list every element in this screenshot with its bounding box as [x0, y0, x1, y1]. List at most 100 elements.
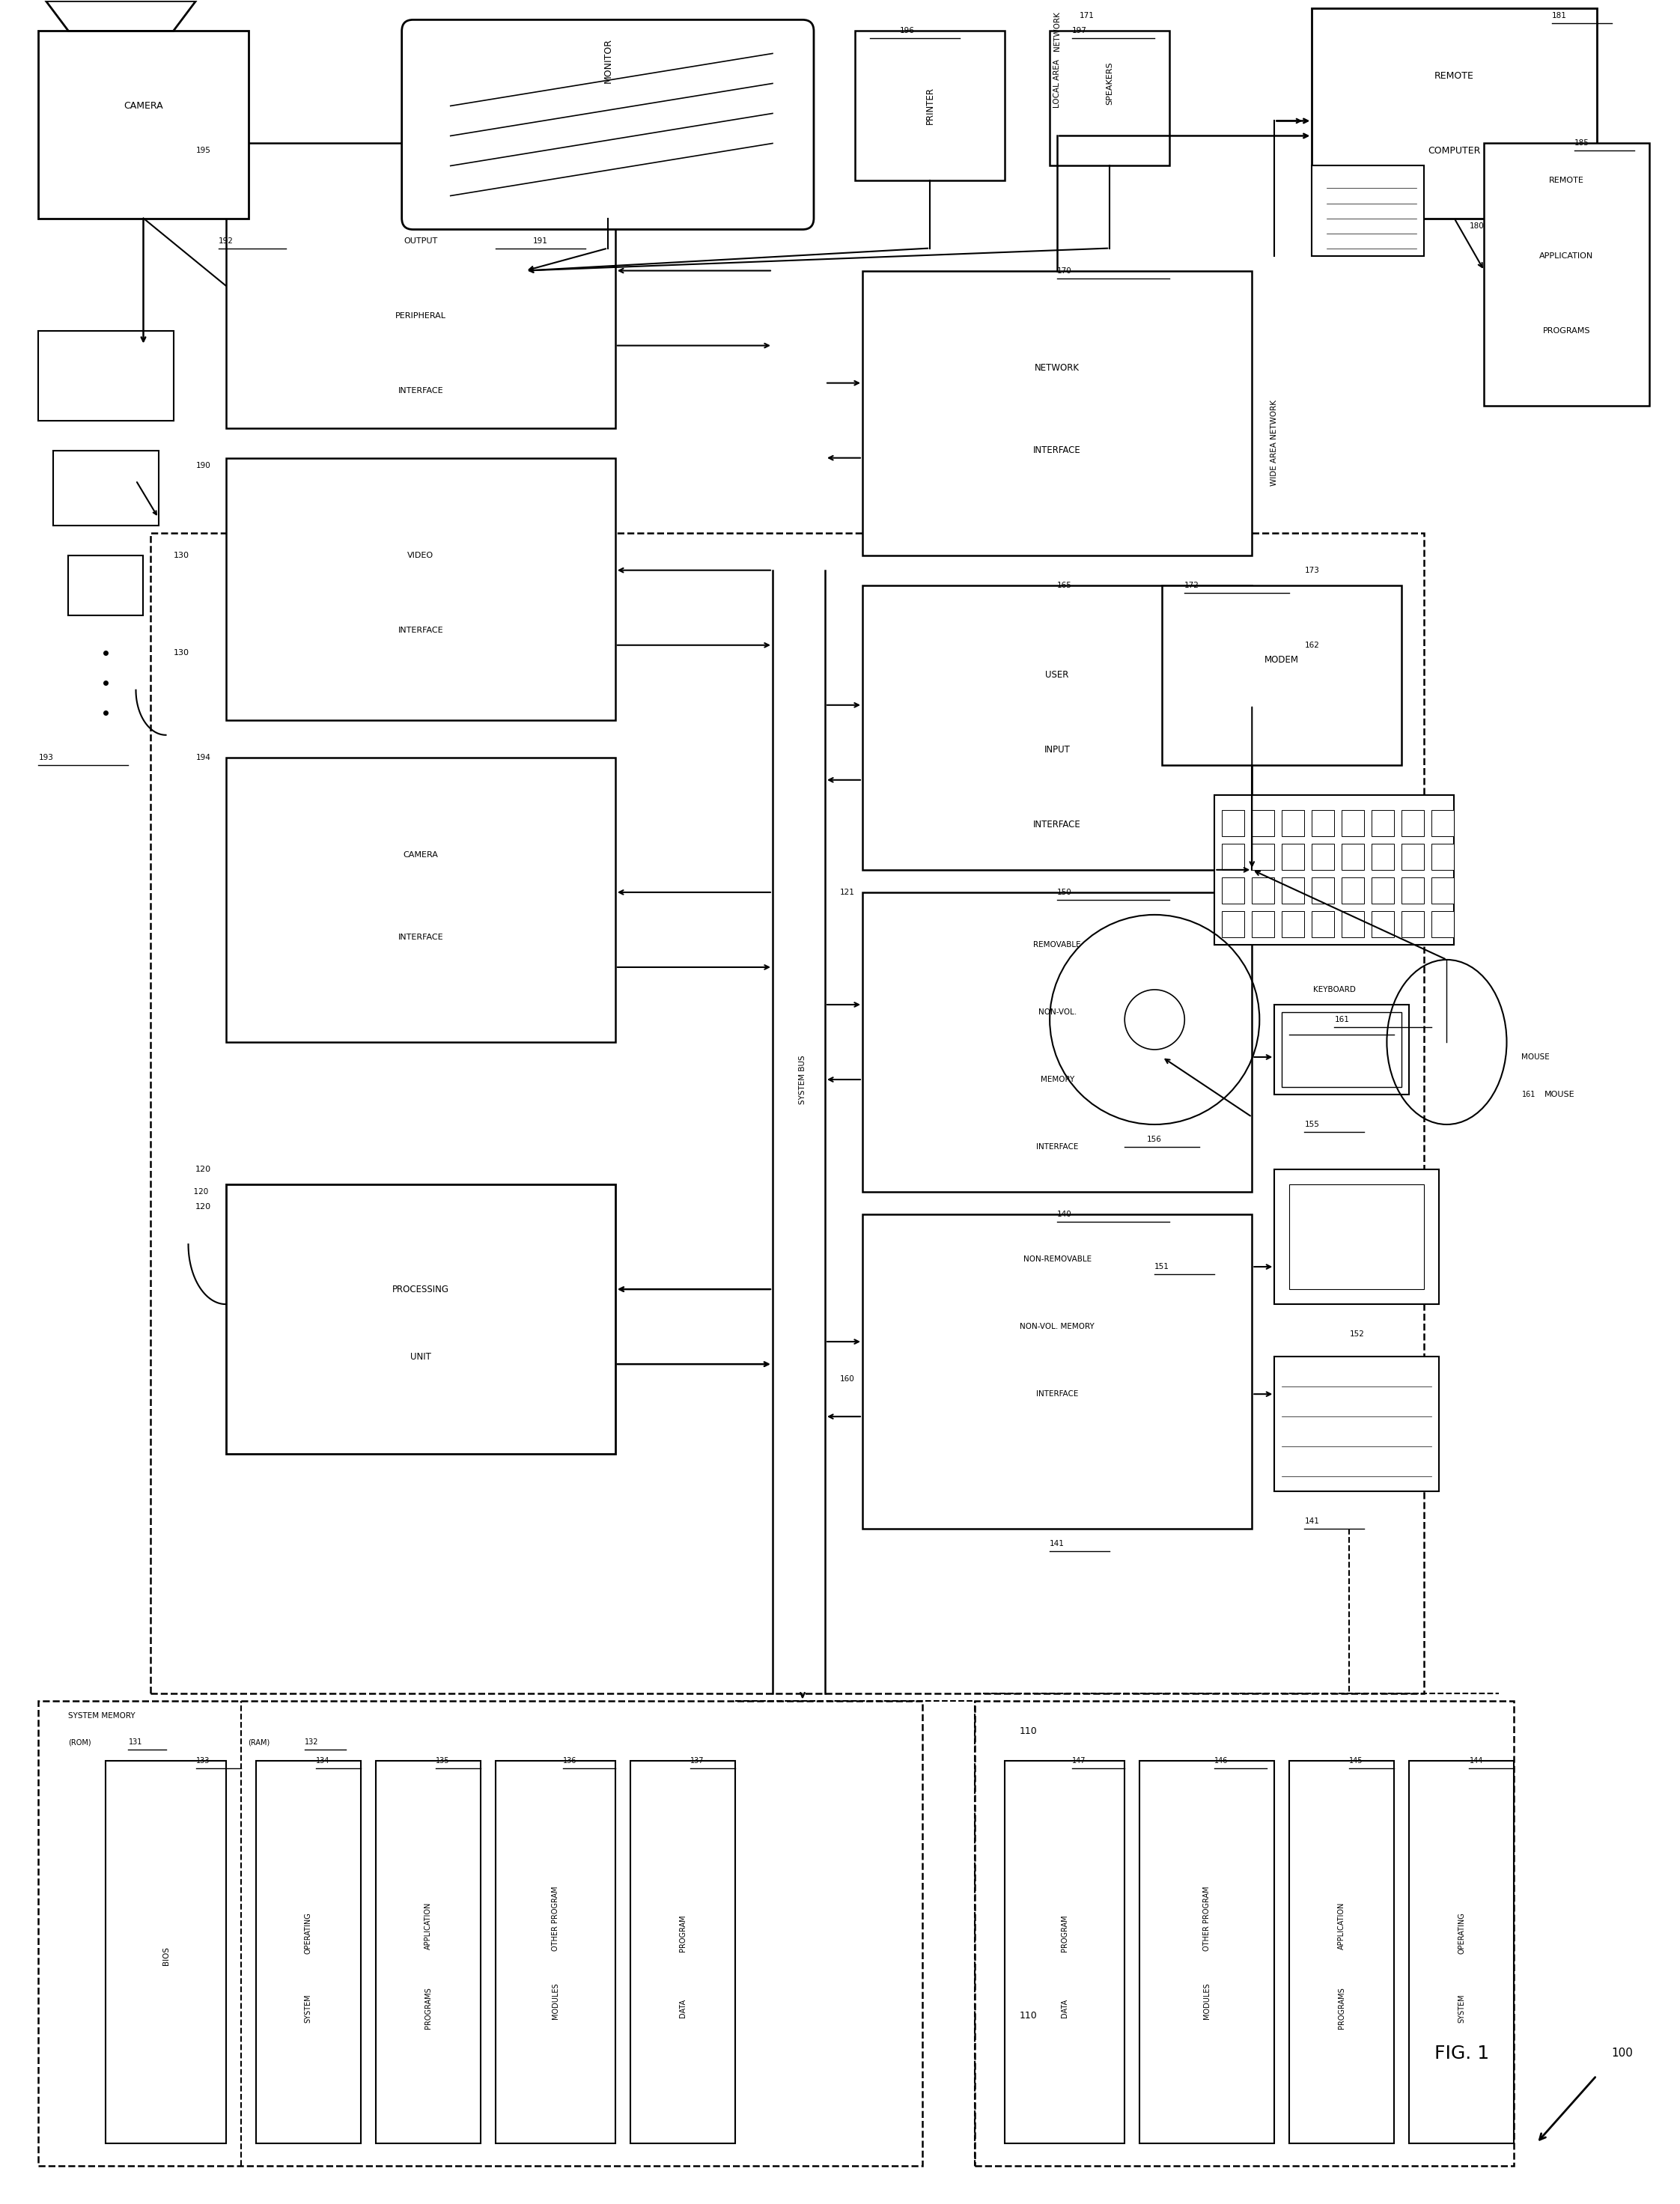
Text: INTERFACE: INTERFACE [1037, 1391, 1079, 1397]
Bar [1373, 877, 1394, 904]
Bar [1373, 844, 1394, 871]
Bar [630, 1761, 736, 2142]
Text: PROGRAMS: PROGRAMS [1339, 1988, 1346, 2030]
Bar [1312, 809, 1334, 835]
Text: CAMERA: CAMERA [124, 101, 163, 110]
Text: 195: 195 [197, 148, 210, 154]
Text: NON-VOL. MEMORY: NON-VOL. MEMORY [1020, 1322, 1095, 1331]
Text: INTERFACE: INTERFACE [1033, 820, 1082, 829]
Text: INPUT: INPUT [1045, 745, 1070, 754]
Bar [1431, 877, 1455, 904]
Text: COMPUTER: COMPUTER [1428, 145, 1480, 156]
Bar [1139, 1761, 1275, 2142]
Bar [1312, 9, 1596, 218]
Bar [862, 586, 1252, 871]
Text: 162: 162 [1304, 641, 1319, 648]
Bar [39, 331, 173, 421]
Text: 196: 196 [900, 26, 916, 35]
Text: PROGRAMS: PROGRAMS [425, 1988, 432, 2030]
Bar [1252, 809, 1275, 835]
Text: PROGRAM: PROGRAM [679, 1915, 687, 1953]
Text: OUTPUT: OUTPUT [403, 238, 437, 245]
Text: 146: 146 [1215, 1757, 1228, 1765]
Text: MODULES: MODULES [1203, 1984, 1211, 2019]
Bar [1282, 809, 1304, 835]
Text: MONITOR: MONITOR [603, 37, 613, 84]
Bar [862, 1214, 1252, 1530]
Bar [1342, 844, 1364, 871]
Bar [1163, 586, 1401, 765]
Text: 110: 110 [1020, 2010, 1038, 2021]
Text: 145: 145 [1349, 1757, 1362, 1765]
Bar [1373, 910, 1394, 937]
Text: 144: 144 [1470, 1757, 1483, 1765]
Bar [1401, 910, 1425, 937]
Text: OPERATING: OPERATING [1458, 1913, 1465, 1955]
Bar [1431, 809, 1455, 835]
Bar [1221, 844, 1245, 871]
Bar [1431, 910, 1455, 937]
Bar [1342, 910, 1364, 937]
Bar [376, 1761, 480, 2142]
Bar [54, 450, 158, 525]
Text: APPLICATION: APPLICATION [425, 1902, 432, 1951]
Bar [1215, 796, 1455, 946]
Text: 191: 191 [533, 238, 548, 245]
Bar [1252, 910, 1275, 937]
Text: 171: 171 [1080, 13, 1095, 20]
Bar [1050, 31, 1169, 165]
Bar [225, 758, 615, 1042]
Text: 180: 180 [1470, 223, 1483, 229]
Text: PROGRAM: PROGRAM [1062, 1915, 1068, 1953]
Text: SPEAKERS: SPEAKERS [1105, 62, 1114, 106]
Text: MODULES: MODULES [551, 1984, 559, 2019]
Text: 141: 141 [1304, 1519, 1319, 1525]
Bar [1282, 910, 1304, 937]
Text: 172: 172 [1184, 582, 1200, 588]
Text: 147: 147 [1072, 1757, 1085, 1765]
Bar [69, 555, 143, 615]
Bar [1221, 809, 1245, 835]
Text: MEMORY: MEMORY [1040, 1076, 1074, 1084]
Text: DATA: DATA [1062, 1999, 1068, 2017]
Text: 120: 120 [188, 1188, 208, 1195]
Text: 140: 140 [1057, 1210, 1072, 1219]
Text: PERIPHERAL: PERIPHERAL [395, 311, 445, 320]
Text: 132: 132 [304, 1739, 318, 1746]
Bar [1312, 844, 1334, 871]
Bar [974, 1701, 1514, 2167]
Text: 155: 155 [1304, 1120, 1319, 1128]
Text: REMOTE: REMOTE [1549, 176, 1584, 185]
Text: SYSTEM MEMORY: SYSTEM MEMORY [69, 1713, 136, 1719]
Text: NETWORK: NETWORK [1035, 364, 1080, 372]
Text: INTERFACE: INTERFACE [1033, 445, 1082, 456]
Text: 133: 133 [197, 1757, 210, 1765]
Text: FIG. 1: FIG. 1 [1435, 2043, 1488, 2063]
Bar [1282, 877, 1304, 904]
Text: 185: 185 [1574, 139, 1589, 148]
Text: 165: 165 [1057, 582, 1072, 588]
Bar [1282, 1012, 1401, 1087]
Bar [1312, 877, 1334, 904]
Text: 150: 150 [1057, 888, 1072, 897]
Text: (RAM): (RAM) [249, 1739, 270, 1746]
Text: 131: 131 [128, 1739, 143, 1746]
Bar [1342, 809, 1364, 835]
Bar [255, 1761, 361, 2142]
Text: 100: 100 [1611, 2048, 1633, 2059]
Bar [1312, 910, 1334, 937]
Bar [1252, 877, 1275, 904]
Bar [862, 271, 1252, 555]
Bar [1221, 877, 1245, 904]
Bar [39, 31, 249, 218]
Text: 134: 134 [316, 1757, 329, 1765]
Bar [225, 143, 615, 428]
Text: CAMERA: CAMERA [403, 851, 438, 860]
Text: WIDE AREA NETWORK: WIDE AREA NETWORK [1270, 399, 1278, 485]
Text: OPERATING: OPERATING [304, 1913, 312, 1955]
Text: PROGRAMS: PROGRAMS [1542, 326, 1591, 335]
Text: 135: 135 [435, 1757, 449, 1765]
Bar [862, 893, 1252, 1192]
Bar [1431, 844, 1455, 871]
Text: 193: 193 [39, 754, 54, 760]
